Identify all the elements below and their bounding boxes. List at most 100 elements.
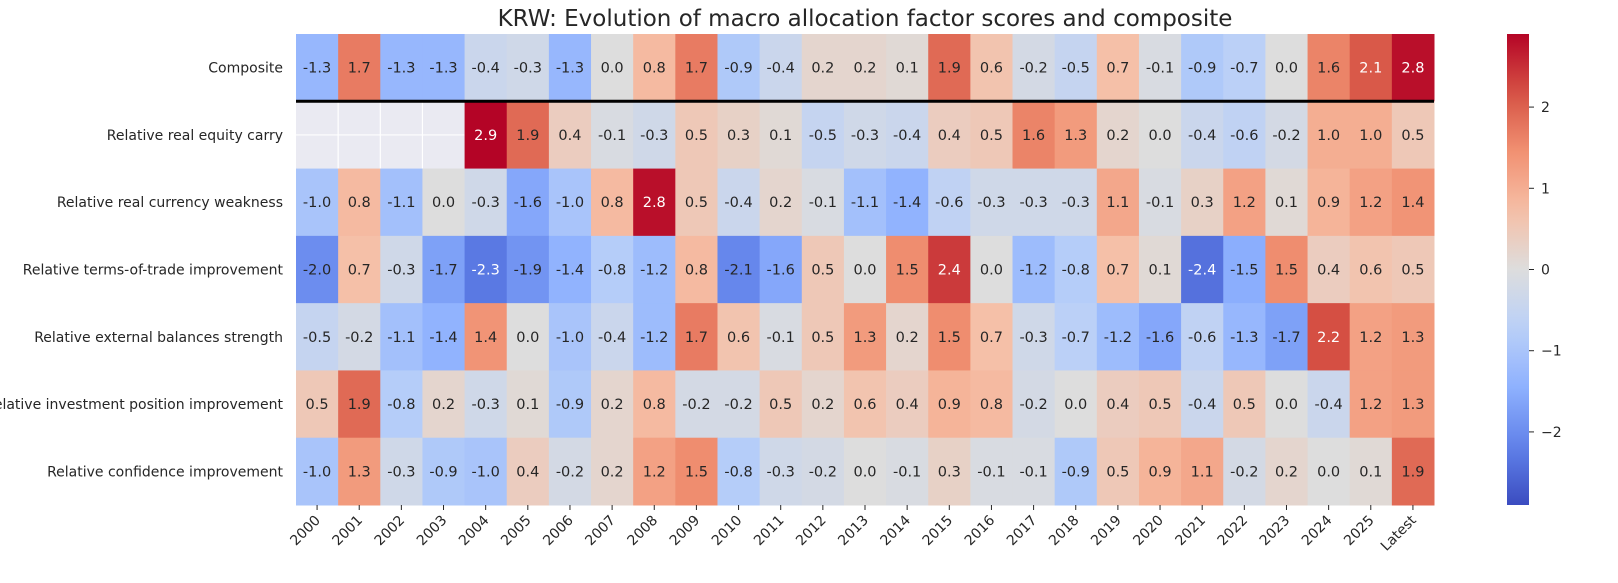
heatmap-cell-label: -0.3 <box>767 464 795 480</box>
heatmap-cell-label: -0.6 <box>1230 128 1258 144</box>
column-label: 2007 <box>582 513 619 550</box>
heatmap-cell <box>1391 101 1435 170</box>
heatmap-cell <box>591 101 634 170</box>
heatmap-cell-label: 1.3 <box>348 464 371 480</box>
heatmap-cell-label: 0.8 <box>601 195 624 211</box>
heatmap-cell-label: 0.7 <box>1106 263 1129 279</box>
heatmap-cell-label: 1.3 <box>1401 330 1424 346</box>
colorbar-tick-label: 0 <box>1541 263 1550 279</box>
heatmap-cell-label: 0.2 <box>601 464 624 480</box>
heatmap-cell-label: -0.5 <box>809 128 837 144</box>
heatmap-cell-label: -1.0 <box>556 330 584 346</box>
heatmap-cell-label: -0.2 <box>1019 397 1047 413</box>
heatmap-cell-label: 0.7 <box>980 330 1003 346</box>
heatmap-cell <box>633 168 676 237</box>
heatmap-cell-label: 0.1 <box>769 128 792 144</box>
heatmap-cell <box>928 168 971 237</box>
heatmap-cell <box>1138 34 1182 102</box>
row-label: Relative external balances strength <box>34 330 283 346</box>
heatmap-cell-label: -1.2 <box>1104 330 1132 346</box>
heatmap-cell <box>1096 437 1140 506</box>
heatmap-cell <box>1391 303 1435 371</box>
heatmap-cell-label: -0.3 <box>472 195 500 211</box>
heatmap-cell <box>1012 34 1056 102</box>
heatmap-cell <box>843 437 887 506</box>
heatmap-cell <box>1012 168 1056 237</box>
heatmap-cell <box>801 168 845 237</box>
heatmap-cell <box>886 303 929 371</box>
colorbar-tick-label: −2 <box>1541 425 1562 441</box>
heatmap-cell <box>548 168 592 237</box>
heatmap-cell-label: -0.8 <box>1062 263 1090 279</box>
heatmap-cell <box>717 101 761 170</box>
heatmap-cell <box>1138 101 1182 170</box>
heatmap-cell-label: -1.9 <box>514 263 542 279</box>
heatmap-cell-label: -0.9 <box>556 397 584 413</box>
heatmap-cell-label: 1.5 <box>938 330 961 346</box>
heatmap-cell-label: 0.2 <box>811 61 834 77</box>
heatmap-cell <box>1096 370 1140 439</box>
heatmap-cell-label: 0.5 <box>685 128 708 144</box>
heatmap-cell-label: 2.8 <box>1401 61 1424 77</box>
column-label: 2001 <box>330 513 367 550</box>
heatmap-cell <box>633 235 676 304</box>
heatmap-cell <box>464 370 508 439</box>
heatmap-cell <box>1307 437 1351 506</box>
heatmap-cell <box>506 370 550 439</box>
heatmap-cell <box>338 168 381 237</box>
heatmap-cell-label: 0.8 <box>348 195 371 211</box>
heatmap-cell-label: -1.6 <box>514 195 542 211</box>
heatmap-cell-label: 0.0 <box>516 330 539 346</box>
heatmap-cell <box>675 168 718 237</box>
heatmap-cell-label: 1.2 <box>1233 195 1256 211</box>
heatmap-cell-label: 0.8 <box>643 61 666 77</box>
heatmap-cell-label: 1.5 <box>1275 263 1298 279</box>
heatmap-cell <box>506 101 550 170</box>
heatmap-cell-label: 0.1 <box>1275 195 1298 211</box>
heatmap-cell <box>1181 437 1224 506</box>
heatmap-cell <box>886 168 929 237</box>
heatmap-cell-label: 0.5 <box>685 195 708 211</box>
heatmap-cell <box>801 34 845 102</box>
heatmap-cell <box>1181 370 1224 439</box>
colorbar: −2 −1 0 1 2 <box>1507 34 1562 505</box>
heatmap-cell <box>1054 303 1098 371</box>
column-label: 2013 <box>835 513 872 550</box>
heatmap-cell <box>843 34 887 102</box>
heatmap-cell <box>970 101 1014 170</box>
heatmap-cell <box>296 34 339 102</box>
heatmap-cell-label: 1.6 <box>1317 61 1340 77</box>
heatmap-cell-label: 0.8 <box>980 397 1003 413</box>
heatmap-cell-label: 0.2 <box>896 330 919 346</box>
column-label: 2018 <box>1046 513 1083 550</box>
heatmap-cell-label: 1.4 <box>474 330 497 346</box>
heatmap-cell-label: 1.2 <box>1359 195 1382 211</box>
heatmap-cell-label: -2.0 <box>303 263 331 279</box>
heatmap-cell <box>464 303 508 371</box>
heatmap-cell <box>633 370 676 439</box>
heatmap-cell-label: 0.5 <box>1401 263 1424 279</box>
heatmap-cell <box>548 235 592 304</box>
heatmap-cell <box>548 437 592 506</box>
column-label: 2002 <box>372 513 409 550</box>
heatmap-cell-label: 0.9 <box>938 397 961 413</box>
heatmap-cell <box>296 168 339 237</box>
heatmap-cell <box>633 303 676 371</box>
heatmap-cell-label: -1.1 <box>387 330 415 346</box>
heatmap-cell <box>970 235 1014 304</box>
heatmap-cell <box>506 437 550 506</box>
heatmap-cell <box>1138 168 1182 237</box>
heatmap-cell <box>1391 235 1435 304</box>
heatmap-cell <box>1181 101 1224 170</box>
heatmap-cell-label: 0.0 <box>432 195 455 211</box>
heatmap-cell-label: 0.9 <box>1317 195 1340 211</box>
heatmap-cell <box>886 370 929 439</box>
heatmap-cell <box>296 437 339 506</box>
heatmap-cell-label: 1.4 <box>1401 195 1424 211</box>
heatmap-cell-label: -0.3 <box>387 464 415 480</box>
heatmap-cell <box>1054 235 1098 304</box>
column-label: 2004 <box>456 512 493 549</box>
heatmap-cell <box>422 303 466 371</box>
heatmap-cell-label: -0.2 <box>1272 128 1300 144</box>
heatmap-cell <box>1265 303 1309 371</box>
